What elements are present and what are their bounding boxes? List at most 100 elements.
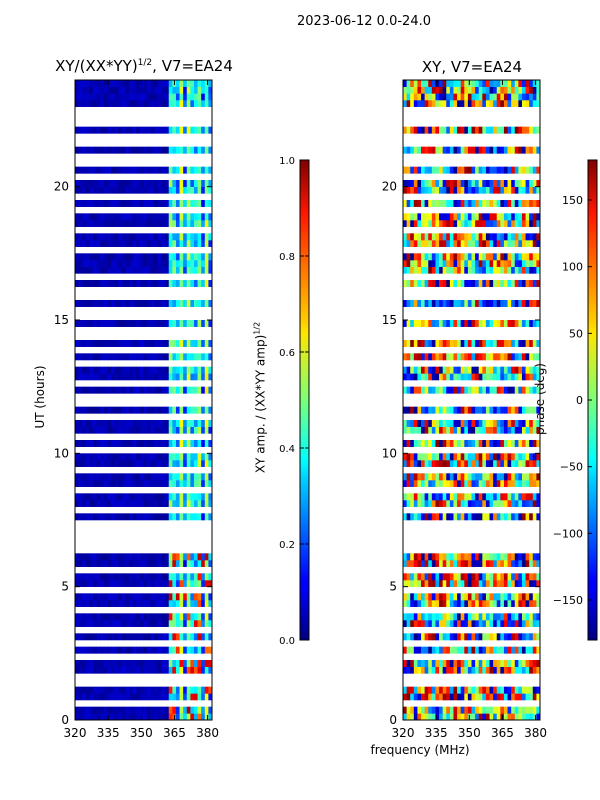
phase-cell — [435, 100, 440, 107]
phase-cell — [446, 600, 451, 607]
phase-cell — [417, 580, 422, 587]
amp-cell — [175, 620, 180, 627]
amp-cell — [114, 560, 119, 567]
phase-cell — [424, 233, 429, 241]
phase-cell — [471, 253, 476, 261]
amp-cell — [175, 80, 180, 87]
phase-cell — [413, 600, 418, 607]
amp-cell — [125, 426, 130, 434]
phase-cell — [446, 473, 451, 481]
phase-cell — [403, 233, 408, 241]
x-tick-label: 335 — [97, 726, 120, 740]
phase-cell — [503, 426, 508, 434]
amp-cell — [114, 126, 119, 134]
amp-cell — [183, 593, 188, 601]
amp-cell — [208, 553, 213, 561]
phase-cell — [471, 493, 476, 501]
amp-cell — [201, 633, 206, 641]
amp-cell — [208, 86, 213, 94]
phase-cell — [431, 266, 436, 274]
amp-cell — [154, 240, 159, 247]
amp-cell — [147, 600, 152, 607]
amp-cell — [114, 553, 119, 561]
phase-cell — [485, 480, 490, 487]
amp-cell — [125, 573, 130, 581]
amp-cell — [204, 573, 209, 581]
amp-cell — [172, 573, 177, 581]
amp-cell — [168, 666, 173, 674]
phase-cell — [449, 573, 454, 581]
phase-cell — [453, 80, 458, 87]
phase-cell — [471, 146, 476, 154]
amp-cell — [82, 453, 87, 461]
phase-cell — [403, 186, 408, 194]
phase-cell — [529, 366, 534, 374]
amp-cell — [114, 93, 119, 101]
phase-cell — [478, 580, 483, 587]
phase-cell — [410, 693, 415, 701]
phase-cell — [428, 600, 433, 607]
phase-cell — [521, 493, 526, 501]
amp-cell — [143, 560, 148, 567]
phase-cell — [460, 233, 465, 241]
phase-cell — [403, 713, 408, 721]
phase-cell — [525, 180, 530, 187]
amp-cell — [154, 200, 159, 207]
phase-cell — [442, 420, 447, 427]
amp-cell — [204, 266, 209, 274]
phase-cell — [489, 266, 494, 274]
amp-cell — [179, 420, 184, 427]
amp-cell — [150, 460, 155, 467]
amp-cell — [168, 420, 173, 427]
phase-cell — [431, 280, 436, 287]
phase-cell — [507, 620, 512, 627]
phase-cell — [442, 253, 447, 261]
amp-cell — [208, 573, 213, 581]
phase-cell — [417, 420, 422, 427]
phase-cell — [446, 186, 451, 194]
amp-cell — [150, 146, 155, 154]
phase-cell — [406, 593, 411, 601]
amp-cell — [204, 480, 209, 487]
amp-cell — [168, 686, 173, 694]
phase-cell — [475, 440, 480, 447]
phase-cell — [532, 266, 537, 274]
phase-cell — [514, 580, 519, 587]
phase-cell — [496, 366, 501, 374]
amp-cell — [89, 373, 94, 381]
amp-cell — [82, 180, 87, 187]
amp-cell — [107, 233, 112, 241]
phase-cell — [536, 686, 541, 694]
amp-cell — [186, 126, 191, 134]
amp-cell — [118, 560, 123, 567]
amp-cell — [125, 86, 130, 94]
amp-cell — [78, 573, 83, 581]
phase-cell — [421, 186, 426, 194]
amp-cell — [93, 500, 98, 507]
phase-cell — [460, 100, 465, 107]
amp-cell — [179, 646, 184, 654]
phase-cell — [406, 513, 411, 521]
phase-cell — [467, 473, 472, 481]
phase-cell — [525, 100, 530, 107]
phase-cell — [478, 93, 483, 101]
phase-cell — [446, 440, 451, 447]
phase-cell — [457, 146, 462, 154]
phase-cell — [511, 253, 516, 261]
phase-cell — [410, 186, 415, 194]
phase-cell — [428, 426, 433, 434]
phase-cell — [467, 100, 472, 107]
amp-cell — [125, 706, 130, 714]
phase-cell — [518, 266, 523, 274]
amp-cell — [143, 633, 148, 641]
phase-cell — [435, 366, 440, 374]
phase-cell — [532, 166, 537, 174]
amp-cell — [193, 706, 198, 714]
phase-cell — [460, 266, 465, 274]
phase-cell — [532, 420, 537, 427]
amp-cell — [78, 633, 83, 641]
phase-cell — [442, 340, 447, 347]
phase-cell — [464, 580, 469, 587]
phase-cell — [431, 706, 436, 714]
amp-cell — [82, 300, 87, 307]
